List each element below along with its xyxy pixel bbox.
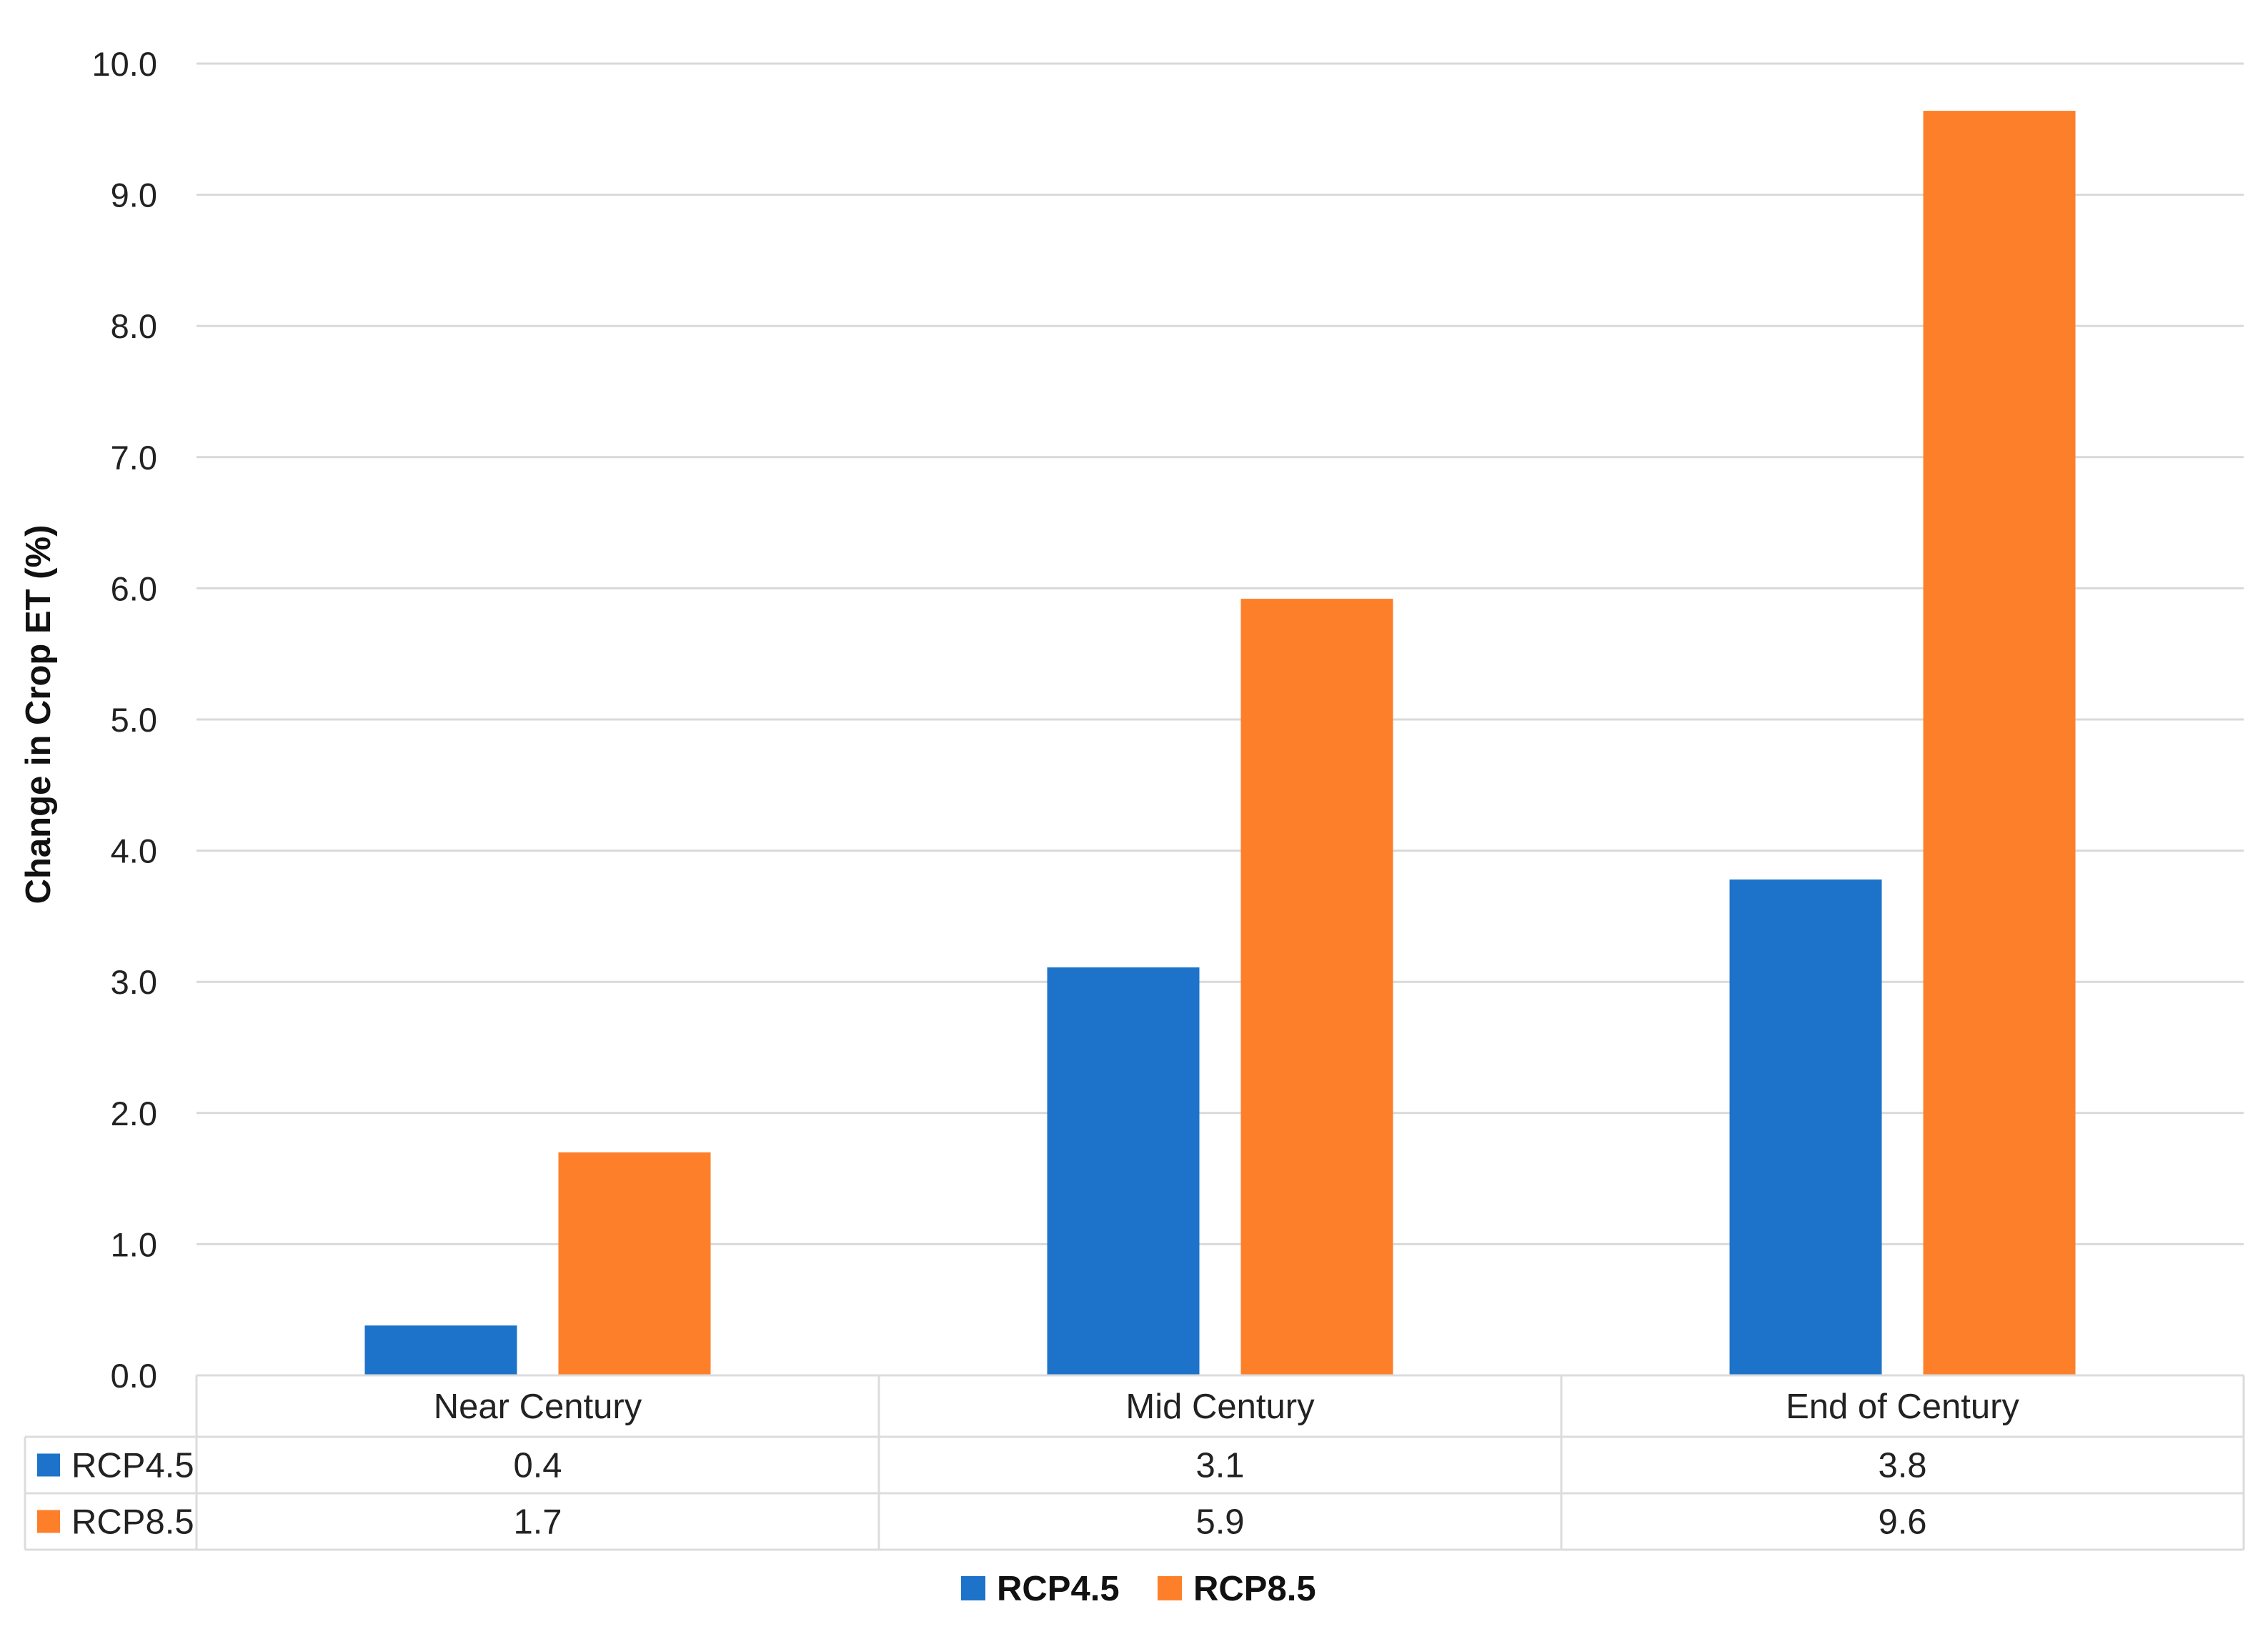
y-tick-label: 6.0 <box>111 569 157 607</box>
y-tick-label: 4.0 <box>111 832 157 870</box>
data-table: Near Century Mid Century End of Century RCP… <box>24 1374 2245 1551</box>
bar-rcp85-0 <box>558 1152 711 1375</box>
table-cell-value: 5.9 <box>1195 1503 1244 1542</box>
table-cell-value: 3.8 <box>1878 1447 1926 1485</box>
y-tick-label: 2.0 <box>111 1095 157 1132</box>
y-tick-label: 10.0 <box>92 45 157 83</box>
legend: RCP4.5 RCP8.5 <box>961 1570 1316 1608</box>
legend-swatch <box>961 1576 985 1600</box>
y-tick-label: 3.0 <box>111 963 157 1001</box>
x-category-label: Mid Century <box>1125 1388 1315 1426</box>
y-tick-label: 7.0 <box>111 439 157 477</box>
legend-swatch <box>1158 1576 1182 1600</box>
table-series-label: RCP8.5 <box>71 1503 194 1542</box>
y-tick-label: 0.0 <box>111 1357 157 1395</box>
bar-rcp85-1 <box>1240 599 1393 1375</box>
y-axis-ticks: 0.0 1.0 2.0 3.0 4.0 5.0 6.0 7.0 8.0 9.0 10.0 <box>92 45 157 1395</box>
y-tick-label: 5.0 <box>111 701 157 739</box>
y-tick-label: 1.0 <box>111 1225 157 1263</box>
legend-label: RCP4.5 <box>997 1570 1120 1608</box>
bars <box>364 111 2076 1376</box>
y-tick-label: 9.0 <box>111 176 157 214</box>
x-category-label: End of Century <box>1786 1388 2019 1426</box>
table-cell-value: 9.6 <box>1878 1503 1926 1542</box>
bar-rcp45-1 <box>1047 967 1200 1375</box>
y-axis-title: Change in Crop ET (%) <box>19 525 58 905</box>
gridlines <box>197 62 2244 1377</box>
table-cell-value: 0.4 <box>513 1447 562 1485</box>
bar-rcp45-0 <box>364 1325 517 1375</box>
table-legend-key <box>37 1453 60 1477</box>
table-legend-key <box>37 1510 60 1533</box>
x-category-label: Near Century <box>434 1388 642 1426</box>
legend-label: RCP8.5 <box>1193 1570 1316 1608</box>
bar-rcp85-2 <box>1923 111 2076 1376</box>
table-cell-value: 1.7 <box>513 1503 562 1542</box>
table-series-label: RCP4.5 <box>71 1447 194 1485</box>
bar-rcp45-2 <box>1729 879 1882 1375</box>
table-cell-value: 3.1 <box>1195 1447 1244 1485</box>
y-tick-label: 8.0 <box>111 307 157 345</box>
